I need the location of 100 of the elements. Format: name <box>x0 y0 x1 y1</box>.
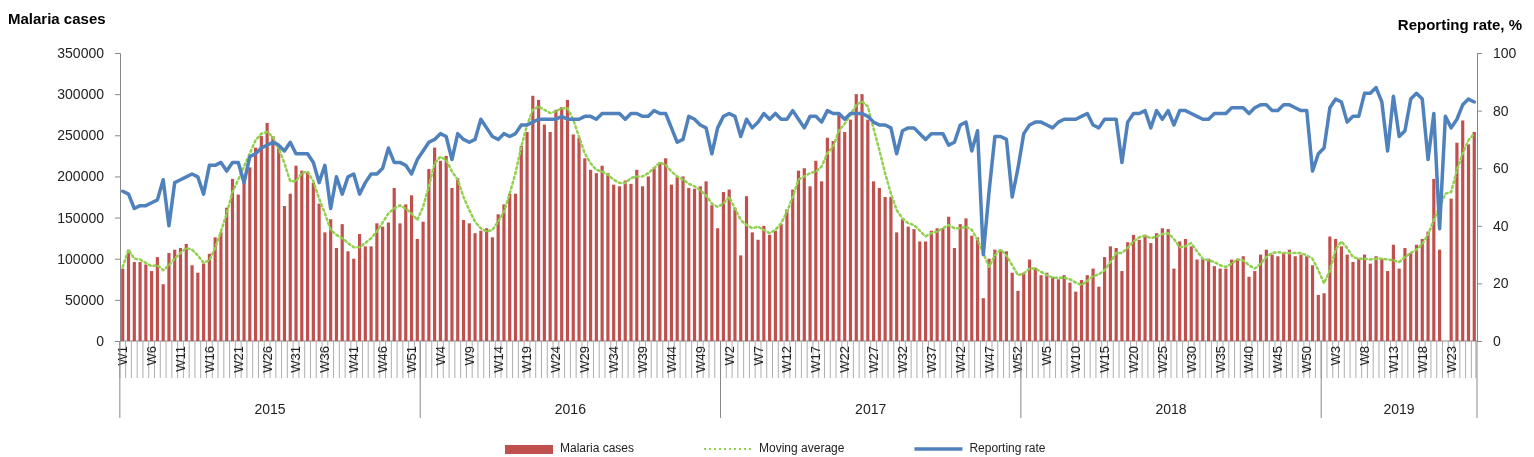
bar <box>744 196 749 341</box>
bar <box>173 249 177 341</box>
line-series <box>120 85 1477 257</box>
bar <box>554 109 558 341</box>
bar <box>1316 294 1320 341</box>
x-tick-label: W52 <box>1010 346 1026 373</box>
bar <box>1224 268 1228 341</box>
bar <box>617 186 622 341</box>
bar <box>496 214 500 341</box>
legend-label: Reporting rate <box>969 441 1046 456</box>
bar <box>178 248 183 341</box>
bar <box>1461 120 1465 341</box>
bar <box>1004 251 1009 341</box>
bar <box>843 131 847 341</box>
bar <box>964 218 968 341</box>
bar <box>467 223 471 341</box>
bar <box>1258 254 1263 341</box>
bar <box>184 243 188 341</box>
bar <box>594 173 598 341</box>
bar <box>398 223 402 341</box>
bar <box>1062 275 1066 341</box>
bar <box>1056 279 1060 341</box>
bar <box>635 169 639 341</box>
bar <box>300 170 304 341</box>
bar <box>548 131 552 341</box>
bar <box>1299 254 1303 341</box>
bar <box>1455 142 1459 341</box>
bar <box>1264 249 1268 341</box>
bar <box>779 224 783 341</box>
bar <box>1351 262 1355 341</box>
bar <box>409 195 414 341</box>
bar <box>225 207 229 341</box>
bar <box>1143 234 1147 341</box>
bar <box>1068 282 1072 341</box>
bar <box>519 145 523 341</box>
bar <box>646 176 650 341</box>
bar <box>1201 258 1205 341</box>
bar <box>1380 258 1384 341</box>
x-tick-label: W39 <box>634 346 650 373</box>
bar <box>329 219 333 341</box>
x-tick-label: W29 <box>577 346 593 373</box>
bar <box>1247 276 1251 341</box>
bar <box>837 113 841 341</box>
bar <box>1103 257 1107 341</box>
x-tick-label: W46 <box>375 346 391 373</box>
y-tick-label: 150000 <box>57 209 105 226</box>
x-tick-label: W6 <box>144 346 160 366</box>
y-tick-label: 200000 <box>57 168 105 185</box>
bar <box>929 230 933 341</box>
bar <box>583 158 587 341</box>
bar <box>473 233 477 341</box>
bar <box>1253 271 1257 341</box>
bar <box>513 193 518 341</box>
bar <box>1432 178 1436 341</box>
text: 2018 <box>1155 401 1187 417</box>
bar <box>340 224 344 341</box>
bar <box>1362 254 1367 341</box>
x-tick-label: W9 <box>461 346 477 366</box>
bar <box>1409 252 1413 341</box>
bar <box>369 246 373 341</box>
bar <box>444 155 448 341</box>
x-tick-label: W22 <box>837 346 853 373</box>
x-tick-label: W51 <box>403 346 419 373</box>
x-tick-label: W25 <box>1154 346 1170 373</box>
x-tick-label: W20 <box>1125 346 1141 373</box>
bar <box>727 189 731 341</box>
bar <box>317 203 321 341</box>
bar <box>1218 268 1222 341</box>
x-tick-label: W30 <box>1183 346 1199 373</box>
bar <box>404 204 408 341</box>
bar <box>438 160 442 341</box>
bar <box>721 192 725 341</box>
bar <box>150 271 154 341</box>
text: 2019 <box>1383 401 1415 417</box>
bar <box>1414 244 1419 341</box>
bar <box>1374 256 1378 341</box>
y-tick-label: 0 <box>96 332 105 349</box>
bar <box>802 168 806 341</box>
x-tick-label: W35 <box>1212 346 1228 373</box>
bar <box>1235 258 1240 341</box>
bar <box>1339 246 1344 341</box>
bar <box>1051 276 1055 341</box>
bar <box>1183 238 1188 341</box>
bar <box>1397 268 1401 341</box>
x-tick-label: W19 <box>519 346 535 373</box>
y2-tick-label: 60 <box>1493 160 1509 177</box>
bar <box>1357 258 1361 341</box>
bar <box>825 137 829 341</box>
bar <box>427 169 431 341</box>
bar <box>664 158 668 341</box>
bar <box>791 189 795 341</box>
legend-label: Malaria cases <box>560 441 635 456</box>
bar <box>773 230 777 341</box>
bar <box>698 186 702 341</box>
bar <box>236 194 240 341</box>
x-tick-label: W12 <box>779 346 795 373</box>
bar <box>848 119 853 341</box>
x-tick-label: W23 <box>1443 346 1459 373</box>
bar <box>219 232 223 341</box>
bar <box>935 228 939 341</box>
